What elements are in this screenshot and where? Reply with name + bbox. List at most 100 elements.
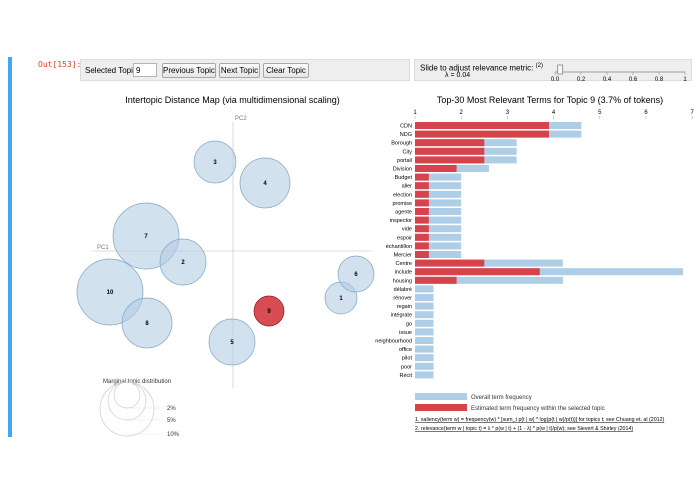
topic-circle-5[interactable] <box>208 318 256 366</box>
marginal-circle-2 <box>113 381 141 409</box>
cell-selection-bar <box>8 57 12 437</box>
term-row[interactable]: intégrate <box>391 311 434 319</box>
term-row[interactable]: Mercier <box>394 251 462 259</box>
term-row[interactable]: Budget <box>395 173 462 182</box>
bar-axis-tick: 7 <box>691 110 695 116</box>
topic-label-3: 3 <box>213 160 217 166</box>
term-row[interactable]: Division <box>393 165 489 173</box>
term-label[interactable]: Centre <box>395 261 412 267</box>
term-label[interactable]: Borough <box>391 141 412 147</box>
relevance-slider[interactable]: 0.0 0.2 0.4 0.6 0.8 1 <box>545 60 693 82</box>
term-label[interactable]: issue <box>399 330 412 336</box>
term-row[interactable]: election <box>393 190 462 199</box>
term-label[interactable]: poor <box>401 364 412 370</box>
relevance-slider-handle[interactable] <box>557 64 564 75</box>
term-label[interactable]: include <box>395 270 412 276</box>
estimated-frequency-bar <box>415 122 549 129</box>
estimated-frequency-bar <box>415 233 429 241</box>
next-topic-button[interactable]: Next Topic <box>219 63 260 78</box>
term-row[interactable]: regain <box>397 302 434 311</box>
estimated-frequency-bar <box>415 130 549 138</box>
topic-circle-8[interactable] <box>121 297 173 349</box>
term-label[interactable]: rénover <box>393 296 412 302</box>
term-row[interactable]: CDN <box>400 122 582 130</box>
estimated-frequency-bar <box>415 242 429 250</box>
term-row[interactable]: rénover <box>393 294 434 302</box>
term-label[interactable]: promise <box>392 201 412 207</box>
term-row[interactable]: NDG <box>400 130 582 139</box>
term-row[interactable]: include <box>395 268 683 276</box>
term-label[interactable]: housing <box>393 278 412 284</box>
term-row[interactable]: vide <box>402 225 462 233</box>
estimated-frequency-bar <box>415 182 429 190</box>
term-row[interactable]: housing <box>393 276 563 285</box>
estimated-frequency-bar <box>415 147 485 155</box>
topic-circle-6[interactable] <box>337 255 375 293</box>
topic-circle-4[interactable] <box>239 157 291 209</box>
relevance-footnote-link[interactable]: 2. relevance(term w | topic t) = λ * p(w… <box>415 426 633 432</box>
term-row[interactable]: aller <box>402 182 462 190</box>
term-label[interactable]: délabré <box>394 287 412 293</box>
lambda-value: λ = 0.04 <box>445 72 471 79</box>
term-label[interactable]: échantillon <box>386 244 412 250</box>
term-row[interactable]: poor <box>401 362 434 371</box>
term-label[interactable]: regain <box>397 304 412 310</box>
selected-topic-input[interactable] <box>133 63 157 77</box>
estimated-frequency-bar <box>415 216 429 224</box>
overall-frequency-bar <box>415 294 434 301</box>
term-label[interactable]: aller <box>402 184 413 190</box>
term-row[interactable]: promise <box>392 199 462 207</box>
overall-frequency-bar <box>415 190 462 198</box>
term-label[interactable]: vide <box>402 227 412 233</box>
marginal-label-10: 10% <box>167 432 180 438</box>
overall-frequency-bar <box>415 242 462 250</box>
term-row[interactable]: neighbourhood <box>375 337 434 345</box>
term-row[interactable]: pilot <box>402 354 434 362</box>
saliency-footnote-link[interactable]: 1. saliency(term w) = frequency(w) * [su… <box>415 417 665 423</box>
term-row[interactable]: office <box>399 345 434 354</box>
term-row[interactable]: Centre <box>395 259 563 268</box>
term-row[interactable]: portail <box>397 156 517 164</box>
term-row[interactable]: échantillon <box>386 242 462 250</box>
term-label[interactable]: neighbourhood <box>375 339 412 345</box>
term-row[interactable]: go <box>406 319 434 328</box>
topic-circle-2[interactable] <box>159 238 207 286</box>
relevance-tick-label: 0.4 <box>603 77 612 82</box>
term-label[interactable]: election <box>393 192 412 198</box>
term-row[interactable]: Récit <box>399 371 434 379</box>
term-row[interactable]: délabré <box>394 285 434 293</box>
term-label[interactable]: portail <box>397 158 412 164</box>
term-row[interactable]: agente <box>395 208 462 216</box>
term-label[interactable]: pilot <box>402 356 413 362</box>
topic-label-5: 5 <box>230 340 234 346</box>
term-label[interactable]: intégrate <box>391 313 412 319</box>
term-label[interactable]: City <box>403 149 413 155</box>
term-label[interactable]: Division <box>393 167 412 173</box>
term-row[interactable]: City <box>403 147 517 156</box>
term-label[interactable]: agente <box>395 210 412 216</box>
term-label[interactable]: office <box>399 347 412 353</box>
term-label[interactable]: Récit <box>399 373 412 379</box>
estimated-frequency-bar <box>415 139 485 147</box>
term-label[interactable]: go <box>406 321 412 327</box>
term-label[interactable]: Mercier <box>394 253 413 259</box>
term-row[interactable]: issue <box>399 328 434 336</box>
marginal-label-2: 2% <box>167 406 176 412</box>
term-row[interactable]: espoir <box>397 233 462 242</box>
term-row[interactable]: Borough <box>391 139 517 147</box>
topic-circle-9[interactable] <box>253 295 285 327</box>
marginal-circle-5 <box>107 381 147 421</box>
term-label[interactable]: espoir <box>397 235 412 241</box>
term-label[interactable]: NDG <box>400 132 412 138</box>
clear-topic-button[interactable]: Clear Topic <box>263 63 309 78</box>
selected-topic-label: Selected Topic <box>85 66 137 75</box>
previous-topic-button[interactable]: Previous Topic <box>162 63 216 78</box>
overall-frequency-bar <box>415 276 563 284</box>
overall-frequency-bar <box>415 216 462 224</box>
term-row[interactable]: inspector <box>390 216 462 225</box>
term-label[interactable]: inspector <box>390 218 412 224</box>
topic-circle-3[interactable] <box>193 140 237 184</box>
term-label[interactable]: Budget <box>395 175 413 181</box>
term-label[interactable]: CDN <box>400 124 412 130</box>
